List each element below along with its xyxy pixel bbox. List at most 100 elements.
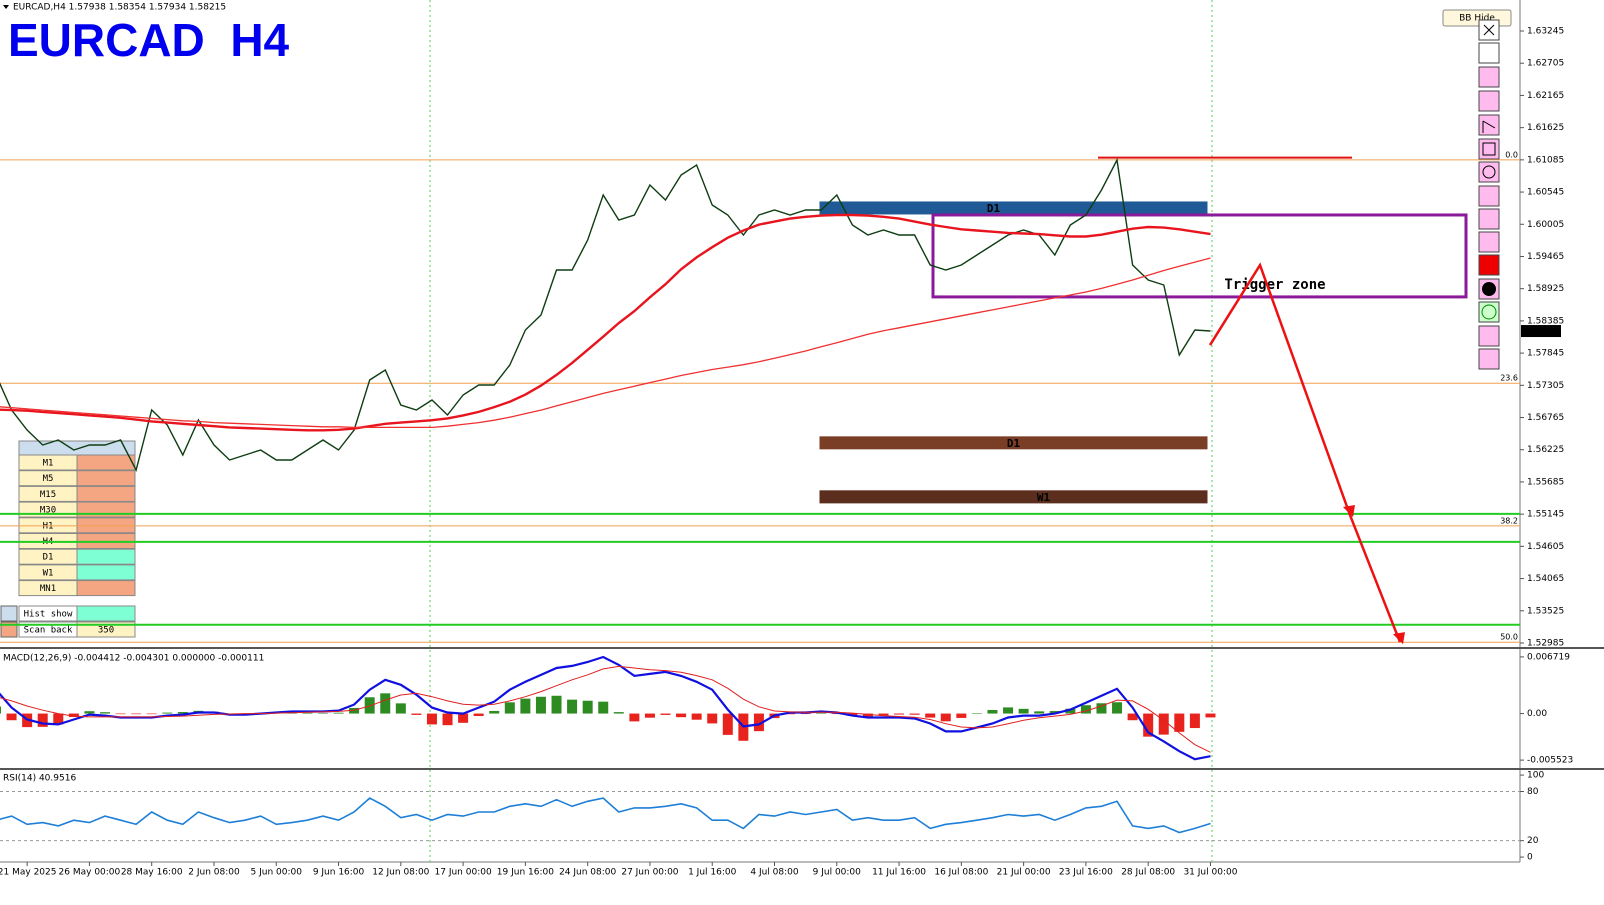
strength-cell <box>76 485 136 502</box>
tool-button[interactable] <box>1478 138 1500 160</box>
x-tick-label: 19 Jun 16:00 <box>497 868 554 878</box>
histogram-bar <box>971 713 982 714</box>
x-tick-label: 31 Jul 00:00 <box>1183 868 1237 878</box>
x-tick-label: 24 Jun 08:00 <box>559 868 616 878</box>
macd-tick-label: 0.00 <box>1527 709 1547 719</box>
histogram-bar <box>317 713 328 714</box>
tool-button[interactable] <box>1478 231 1500 253</box>
x-tick-label: 12 Jun 08:00 <box>372 868 429 878</box>
y-tick-label: 1.56765 <box>1527 413 1564 423</box>
current-price-label: 1.58215 <box>1524 327 1561 337</box>
zone-label: D1 <box>1007 437 1021 450</box>
histogram-bar <box>707 713 718 724</box>
price-line <box>0 157 1211 472</box>
tool-button[interactable] <box>1478 42 1500 64</box>
histogram-bar <box>987 710 998 714</box>
y-tick-label: 1.57305 <box>1527 381 1564 391</box>
histogram-bar <box>6 713 17 721</box>
x-tick-label: 2 Jun 08:00 <box>188 868 240 878</box>
histogram-bar <box>1049 711 1060 714</box>
histogram-bar <box>1189 713 1200 729</box>
rsi-line <box>0 797 1211 834</box>
histogram-bar <box>1205 713 1216 718</box>
histogram-bar <box>364 697 375 714</box>
x-tick-label: 26 May 00:00 <box>59 868 121 878</box>
y-tick-label: 1.53525 <box>1527 606 1564 616</box>
rsi-tick-label: 80 <box>1527 787 1539 797</box>
tool-button[interactable] <box>1478 325 1500 347</box>
x-tick-label: 9 Jun 16:00 <box>313 868 365 878</box>
y-tick-label: 1.60005 <box>1527 220 1564 230</box>
tool-button[interactable] <box>1478 185 1500 207</box>
y-tick-label: 1.61085 <box>1527 155 1564 165</box>
indicator-label: MACD(12,26,9) -0.004412 -0.004301 0.0000… <box>3 654 264 664</box>
icon <box>1482 120 1496 133</box>
histogram-bar <box>302 712 313 714</box>
y-tick-label: 1.52985 <box>1527 638 1564 648</box>
projection-path <box>1208 262 1402 643</box>
bb-button-label[interactable]: BB Hide <box>1459 14 1495 24</box>
rsi-tick-label: 0 <box>1527 853 1533 863</box>
menu-arrow[interactable] <box>3 5 9 9</box>
histogram-bar <box>1065 708 1076 714</box>
y-tick-label: 1.57845 <box>1527 349 1564 359</box>
zone-label: Trigger zone <box>1224 277 1325 293</box>
y-tick-label: 1.60545 <box>1527 188 1564 198</box>
timeframe-label: M1 <box>43 459 54 469</box>
histogram-bar <box>84 711 95 714</box>
histogram-bar <box>613 712 624 714</box>
y-tick-label: 1.59465 <box>1527 252 1564 262</box>
histogram-bar <box>0 706 1 714</box>
histogram-bar <box>816 712 827 714</box>
histogram-bar <box>68 713 79 718</box>
rsi-tick-label: 100 <box>1527 771 1544 781</box>
tool-button[interactable] <box>1478 66 1500 88</box>
icon-button[interactable] <box>0 605 18 622</box>
tool-button[interactable] <box>1478 208 1500 230</box>
chart-title: EURCAD H4 <box>8 14 290 66</box>
zone <box>819 201 1208 215</box>
histogram-bar <box>442 713 453 726</box>
histogram-bar <box>1096 703 1107 714</box>
histogram-bar <box>380 693 391 714</box>
y-tick-label: 1.62165 <box>1527 91 1564 101</box>
histogram-bar <box>1112 702 1123 714</box>
x-tick-label: 5 Jun 00:00 <box>251 868 303 878</box>
histogram-bar <box>146 713 157 715</box>
strength-cell <box>76 580 136 597</box>
x-tick-label: 9 Jul 00:00 <box>813 868 862 878</box>
panel-header <box>18 440 136 456</box>
histogram-bar <box>411 713 422 715</box>
histogram-bar <box>162 712 173 714</box>
histogram-bar <box>1158 713 1169 735</box>
fib-label: 0.0 <box>1505 150 1518 159</box>
macd-line <box>0 655 1211 761</box>
histogram-bar <box>582 700 593 714</box>
tool-button[interactable] <box>1478 90 1500 112</box>
hist-show-cell <box>76 605 136 622</box>
tool-button[interactable] <box>1478 161 1500 183</box>
icon <box>1482 142 1496 156</box>
histogram-bar <box>395 703 406 714</box>
fib-label: 50.0 <box>1500 633 1518 642</box>
histogram-bar <box>473 713 484 716</box>
price-line <box>0 257 1211 429</box>
x-tick-label: 28 May 16:00 <box>121 868 183 878</box>
scan-back-label: Scan back <box>24 626 73 636</box>
histogram-bar <box>629 713 640 722</box>
tool-button[interactable] <box>1478 348 1500 370</box>
rsi-pane <box>0 790 1520 842</box>
histogram-bar <box>800 713 811 715</box>
color-button[interactable] <box>1478 254 1500 276</box>
zone-label: W1 <box>1037 491 1051 504</box>
x-tick-label: 27 Jun 00:00 <box>621 868 678 878</box>
y-tick-label: 1.63245 <box>1527 27 1564 37</box>
strength-cell <box>76 454 136 471</box>
toolbar <box>1478 19 1500 370</box>
symbol-info: EURCAD,H4 1.57938 1.58354 1.57934 1.5821… <box>13 3 226 13</box>
timeframe-label: MN1 <box>40 584 56 594</box>
macd-tick-label: 0.006719 <box>1527 652 1570 662</box>
